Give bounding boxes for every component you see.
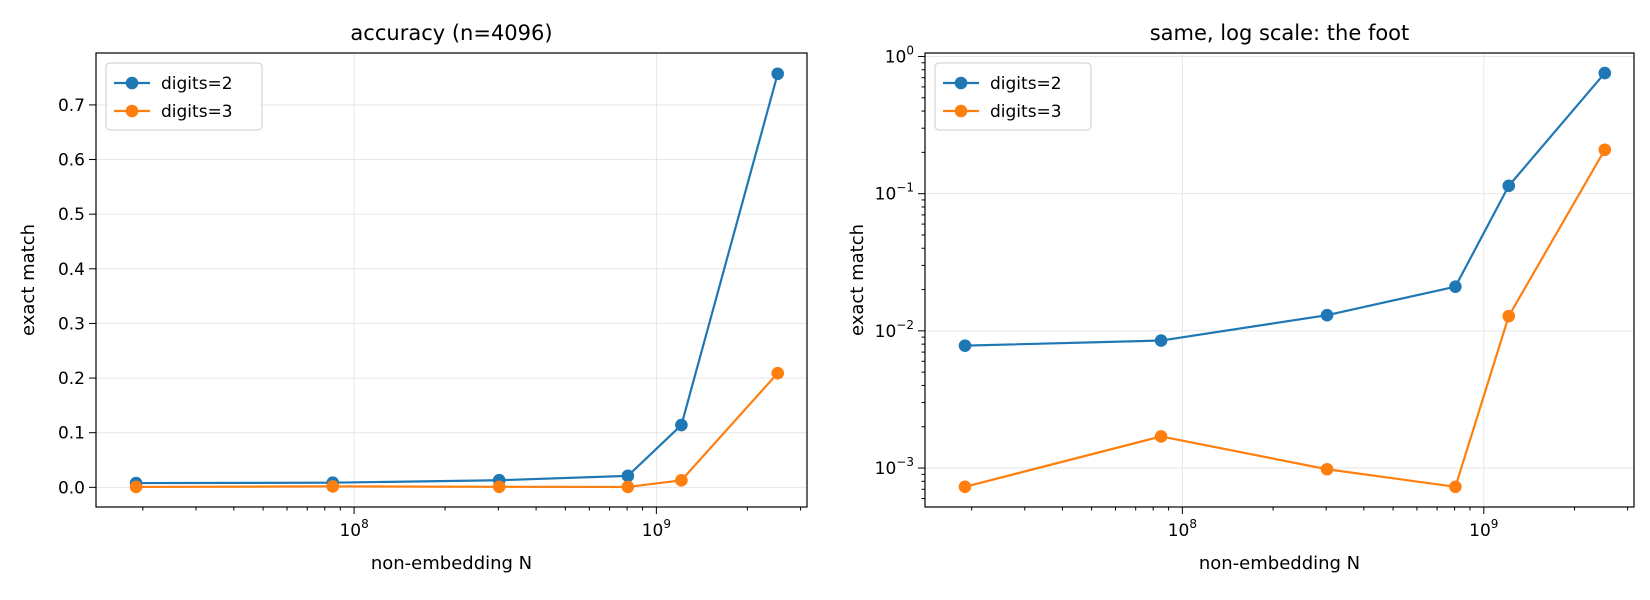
data-point bbox=[771, 67, 785, 81]
tick-label-base: 10 bbox=[1168, 521, 1190, 541]
data-point bbox=[1449, 280, 1462, 293]
data-point bbox=[492, 480, 506, 494]
data-point bbox=[621, 480, 635, 494]
data-point bbox=[129, 480, 143, 494]
tick-label-base: 10 bbox=[339, 521, 361, 541]
tick-label-exponent: 9 bbox=[663, 517, 671, 531]
data-point bbox=[1154, 334, 1168, 347]
legend-marker-1 bbox=[954, 76, 968, 90]
data-point bbox=[621, 469, 635, 483]
y-tick-label: 100 bbox=[885, 43, 914, 67]
tick-label-exponent: −2 bbox=[896, 318, 914, 332]
data-point bbox=[1598, 66, 1612, 80]
data-point bbox=[675, 474, 688, 487]
legend-marker-2 bbox=[125, 104, 139, 118]
data-point bbox=[1502, 179, 1516, 193]
axes-frame bbox=[924, 52, 1635, 508]
y-axis-label: exact match bbox=[18, 224, 39, 336]
x-axis-label: non-embedding N bbox=[1199, 553, 1360, 574]
legend-label-2: digits=3 bbox=[990, 102, 1062, 122]
y-tick-label: 0.1 bbox=[58, 424, 85, 444]
tick-label-exponent: −3 bbox=[896, 455, 914, 469]
tick-label-exponent: 8 bbox=[361, 517, 369, 531]
data-point bbox=[1320, 308, 1334, 322]
legend-marker-2 bbox=[954, 104, 968, 118]
series-line-2 bbox=[964, 149, 1606, 488]
tick-label-base: 10 bbox=[875, 459, 897, 479]
legend-marker-1 bbox=[125, 76, 139, 90]
legend-label-1: digits=2 bbox=[161, 74, 233, 94]
data-point bbox=[1598, 143, 1612, 157]
legend: digits=2 digits=3 bbox=[934, 62, 1092, 131]
tick-label-exponent: 8 bbox=[1189, 517, 1197, 531]
series-line-1 bbox=[136, 73, 779, 485]
data-point bbox=[958, 339, 972, 352]
x-axis-label: non-embedding N bbox=[371, 553, 532, 574]
x-tick-label: 109 bbox=[642, 517, 671, 541]
y-tick-label: 0.4 bbox=[58, 260, 85, 280]
series-line-2 bbox=[136, 372, 779, 489]
tick-label-exponent: 0 bbox=[906, 43, 914, 57]
y-tick-label: 0.0 bbox=[58, 478, 85, 498]
tick-label-exponent: 9 bbox=[1491, 517, 1499, 531]
y-tick-label: 0.7 bbox=[58, 96, 85, 116]
series-line-1 bbox=[964, 72, 1606, 347]
x-tick-label: 109 bbox=[1469, 517, 1498, 541]
legend-label-2: digits=3 bbox=[161, 102, 233, 122]
y-tick-label: 10−2 bbox=[875, 318, 914, 342]
data-point bbox=[1449, 480, 1462, 494]
tick-label-exponent: −1 bbox=[896, 181, 914, 195]
data-point bbox=[958, 480, 972, 494]
legend-box bbox=[105, 62, 263, 131]
chart-title: same, log scale: the foot bbox=[1150, 21, 1410, 45]
tick-label-base: 10 bbox=[642, 521, 664, 541]
y-tick-label: 0.2 bbox=[58, 369, 85, 389]
tick-label-base: 10 bbox=[875, 322, 897, 342]
axes-frame bbox=[95, 52, 808, 508]
chart-title: accuracy (n=4096) bbox=[350, 21, 552, 45]
tick-label-base: 10 bbox=[1469, 521, 1491, 541]
y-tick-label: 0.6 bbox=[58, 151, 85, 171]
data-point bbox=[675, 418, 688, 432]
tick-label-base: 10 bbox=[875, 185, 897, 205]
y-tick-label: 0.5 bbox=[58, 205, 85, 225]
legend-box bbox=[934, 62, 1092, 131]
y-tick-label: 10−3 bbox=[875, 455, 914, 479]
legend-label-1: digits=2 bbox=[990, 74, 1062, 94]
data-point bbox=[1154, 430, 1168, 443]
y-tick-label: 10−1 bbox=[875, 181, 914, 205]
tick-label-base: 10 bbox=[885, 47, 907, 67]
data-point bbox=[771, 366, 785, 380]
y-tick-label: 0.3 bbox=[58, 314, 85, 334]
data-point bbox=[1502, 309, 1516, 323]
y-axis-label: exact match bbox=[847, 224, 868, 336]
data-point bbox=[1320, 462, 1334, 476]
legend: digits=2 digits=3 bbox=[105, 62, 263, 131]
data-point bbox=[326, 480, 340, 493]
x-tick-label: 108 bbox=[339, 517, 368, 541]
x-tick-label: 108 bbox=[1168, 517, 1197, 541]
